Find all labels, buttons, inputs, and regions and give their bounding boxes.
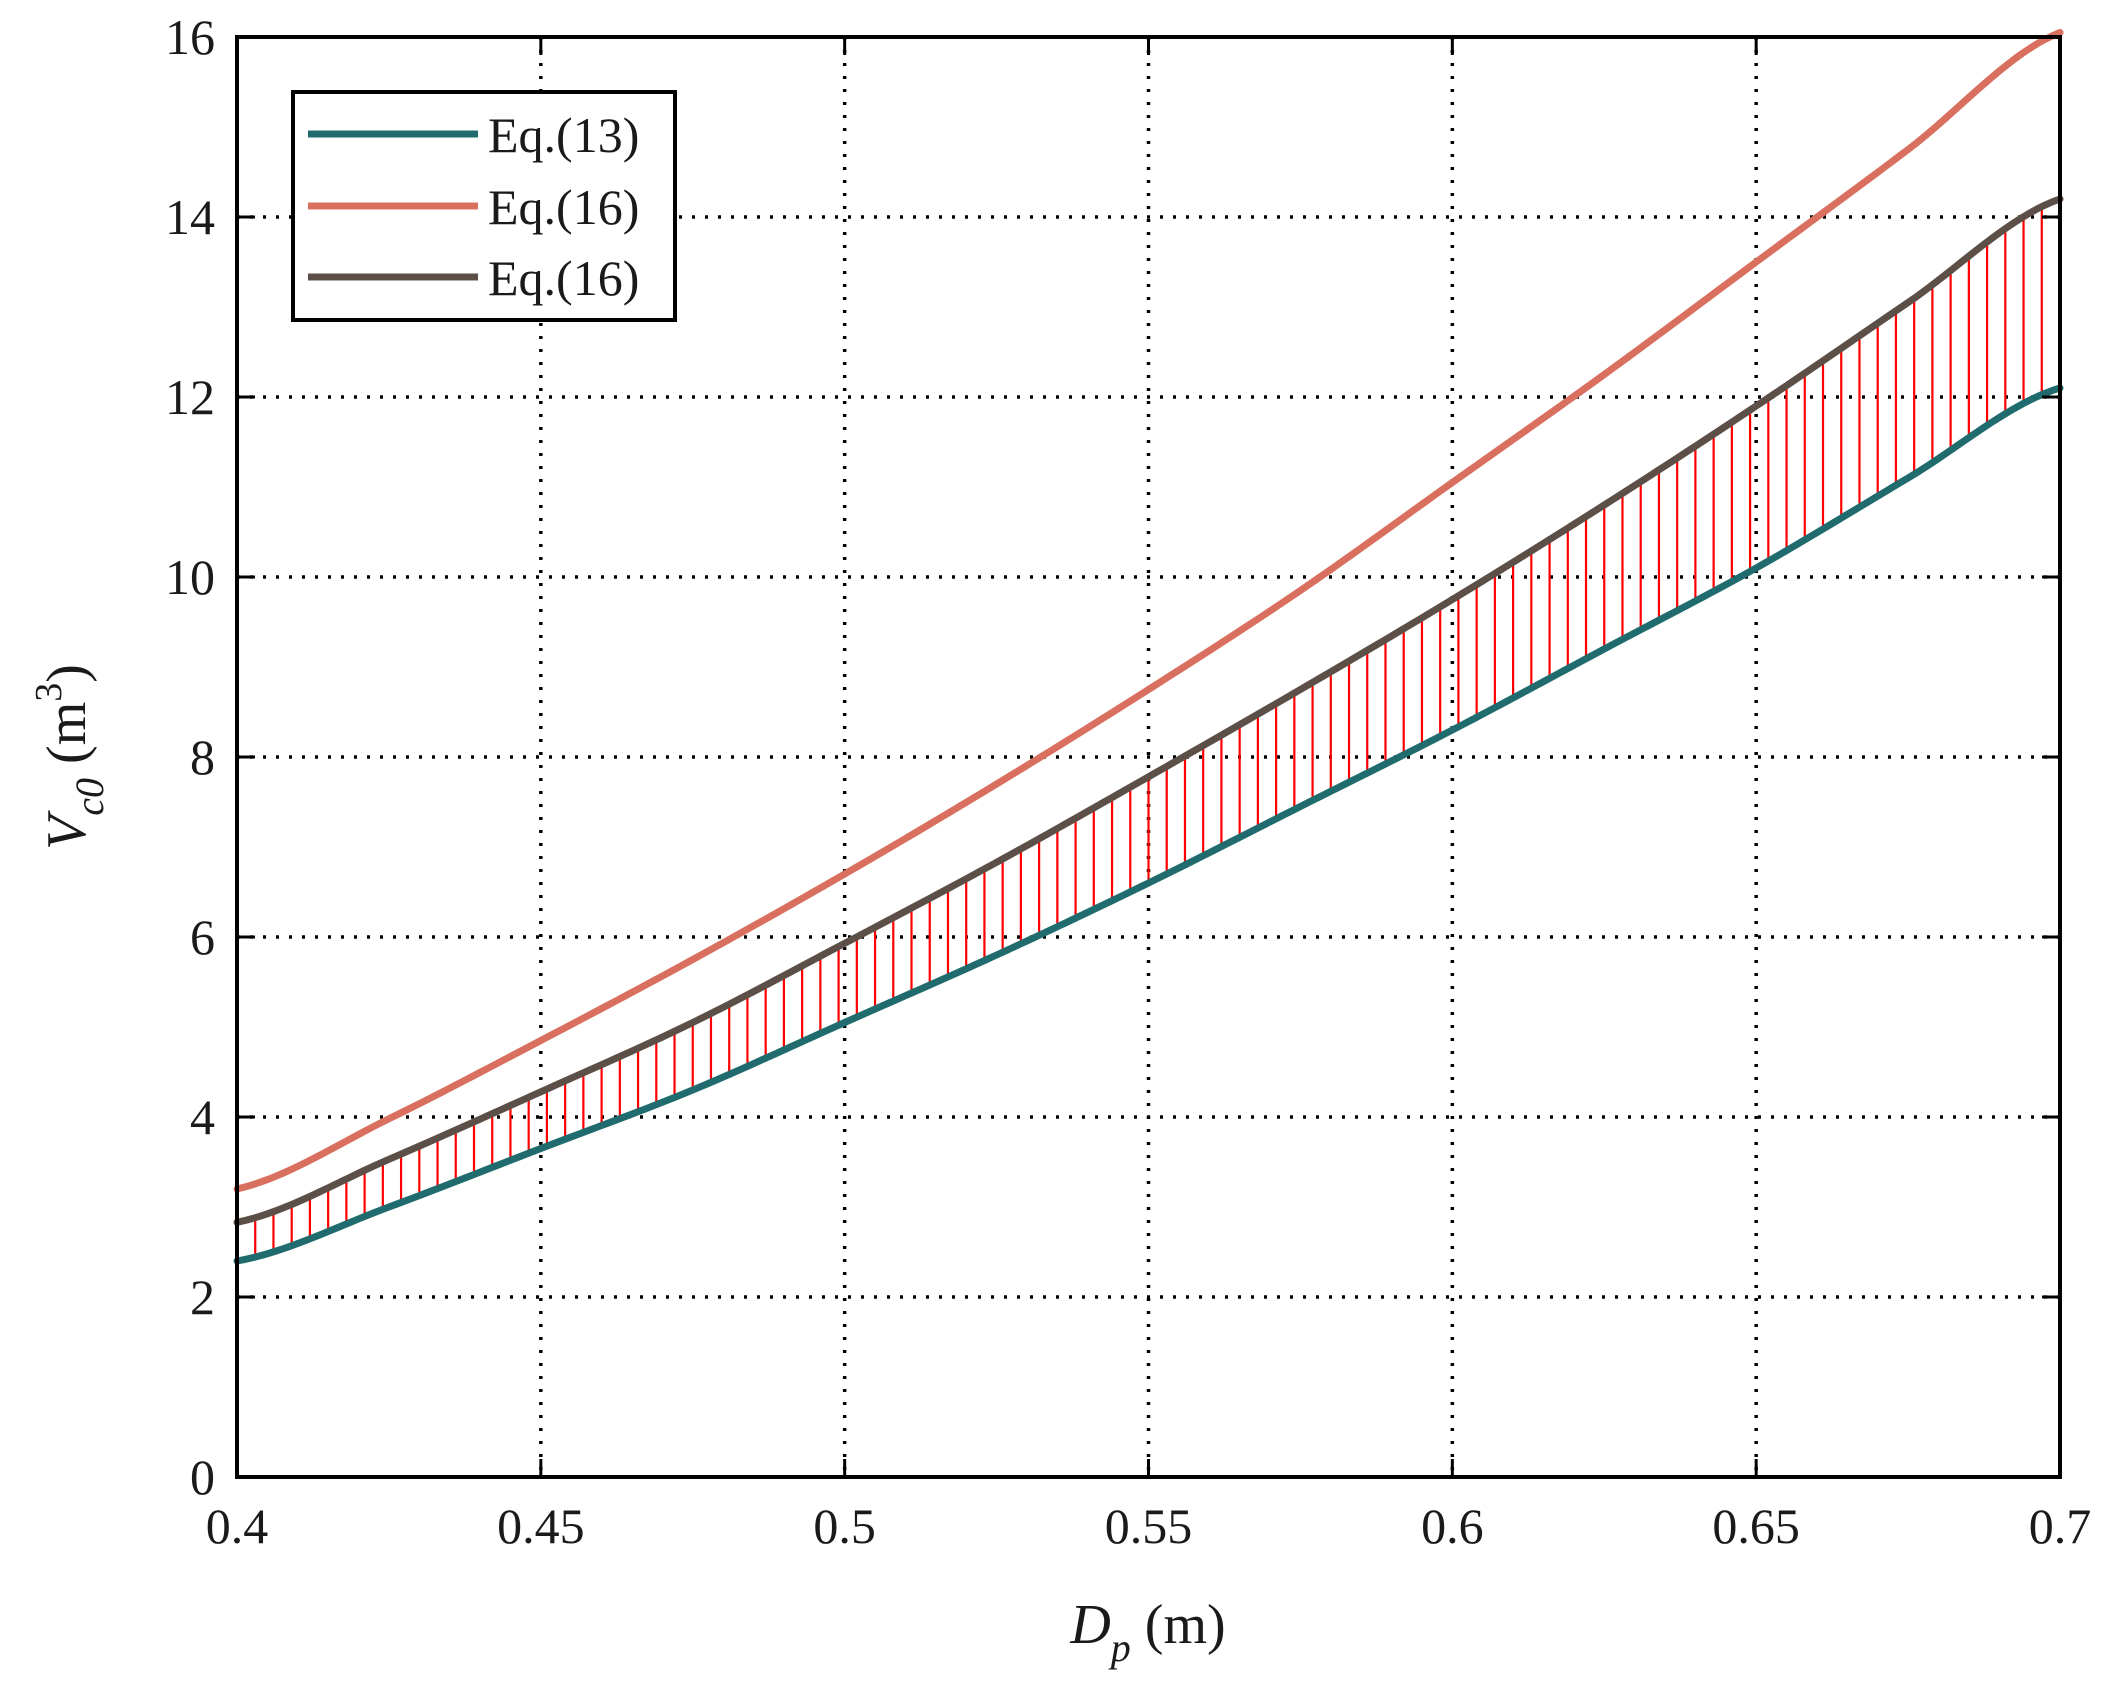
y-axis-title-sub: c0 (67, 778, 112, 816)
x-tick-label: 0.55 (1105, 1498, 1193, 1554)
y-tick-label: 6 (190, 909, 215, 965)
y-tick-label: 12 (165, 369, 215, 425)
x-tick-label: 0.5 (813, 1498, 876, 1554)
y-axis-title-main: V (36, 810, 98, 850)
series-line-1 (233, 29, 2064, 1193)
y-axis-title: Vc0 (m3) (28, 664, 112, 850)
legend-label-2: Eq.(16) (488, 250, 639, 306)
y-tick-label: 16 (165, 9, 215, 65)
y-axis-title-unit-close: ) (36, 664, 98, 683)
y-tick-label: 4 (190, 1089, 215, 1145)
series-line-0 (233, 384, 2064, 1265)
axis-ticks (235, 35, 2062, 1479)
y-tick-labels: 0 2 4 6 8 10 12 14 16 (165, 9, 215, 1505)
y-tick-label: 2 (190, 1269, 215, 1325)
x-tick-label: 0.4 (206, 1498, 269, 1554)
series-line-2 (233, 195, 2064, 1226)
series-lines (233, 29, 2064, 1265)
y-tick-label: 8 (190, 729, 215, 785)
shaded-band (235, 199, 2062, 1261)
x-tick-label: 0.6 (1421, 1498, 1484, 1554)
x-tick-labels: 0.4 0.45 0.5 0.55 0.6 0.65 0.7 (206, 1498, 2092, 1554)
y-axis-title-unit-sup: 3 (28, 683, 70, 702)
legend: Eq.(13) Eq.(16) Eq.(16) (291, 90, 677, 322)
grid (237, 37, 2060, 1477)
legend-label-0: Eq.(13) (488, 107, 639, 163)
x-axis-title: Dp (m) (1069, 1594, 1225, 1670)
x-tick-label: 0.45 (497, 1498, 585, 1554)
y-tick-label: 14 (165, 189, 215, 245)
y-tick-label: 10 (165, 549, 215, 605)
y-axis-title-unit-open: (m (36, 702, 98, 778)
x-tick-label: 0.65 (1712, 1498, 1800, 1554)
x-axis-title-unit: (m) (1131, 1594, 1226, 1656)
x-axis-title-sub: p (1108, 1625, 1131, 1670)
x-tick-label: 0.7 (2029, 1498, 2092, 1554)
legend-label-1: Eq.(16) (488, 179, 639, 235)
x-axis-title-main: D (1069, 1594, 1110, 1656)
y-tick-label: 0 (190, 1449, 215, 1505)
